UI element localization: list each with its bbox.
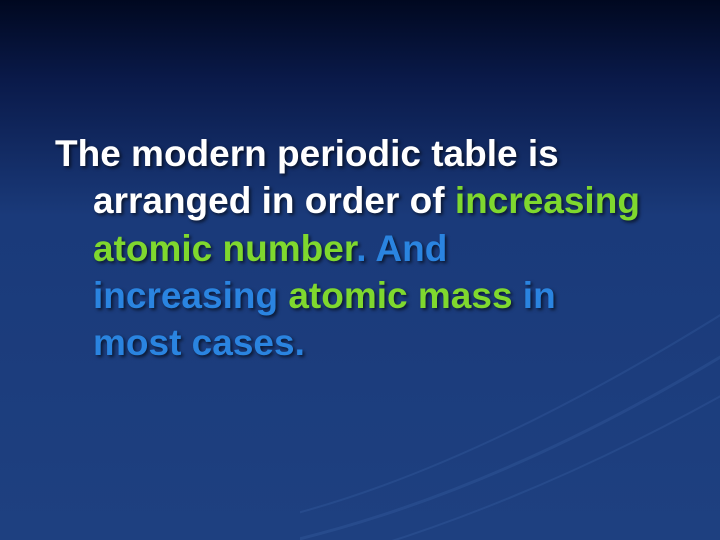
slide-body-text: The modern periodic table is arranged in… [55,130,640,367]
slide: The modern periodic table is arranged in… [0,0,720,540]
text-segment-period: . [356,228,366,269]
text-segment-atomic-mass: atomic mass [288,275,512,316]
